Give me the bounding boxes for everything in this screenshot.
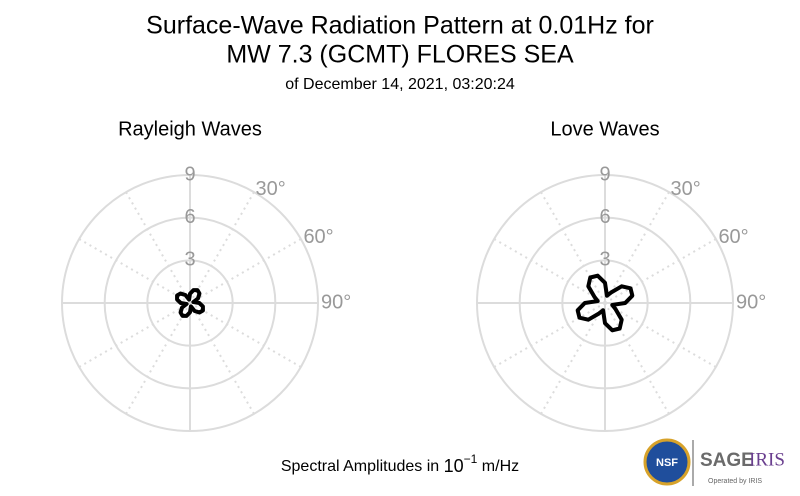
theta-tick-label: 60° [303,226,333,248]
note-prefix: Spectral Amplitudes in [281,458,439,475]
nsf-text: NSF [656,457,678,469]
note-exponent: −1 [464,452,478,466]
grid-circle [476,174,734,432]
theta-tick-label: 30° [256,178,286,200]
r-tick-label: 9 [599,163,610,185]
spoke-line [493,302,606,368]
spoke-line [540,191,606,304]
spoke-line [78,302,191,368]
spoke-line [189,302,255,415]
chart-title: Rayleigh Waves [118,118,262,140]
spoke-line [493,238,606,304]
spoke-line [78,238,191,304]
nsf-logo [643,438,691,486]
theta-tick-label: 60° [718,226,748,248]
spoke-line [604,302,670,415]
r-tick-label: 3 [599,249,610,271]
grid-circle [103,216,277,390]
operated-text: Operated by IRIS [708,478,762,485]
r-tick-label: 3 [184,249,195,271]
polar-chart: Love Waves 3 6 9 30° 60° 90° [476,118,766,432]
theta-tick-label: 90° [736,291,766,313]
spoke-line [125,191,191,304]
note-base: 10 [444,456,464,476]
spoke-line [604,302,717,368]
grid-circle [561,259,649,347]
r-tick-label: 6 [184,206,195,228]
spoke-line [604,191,670,304]
chart-title: Love Waves [550,118,659,140]
spoke-line [604,238,717,304]
polar-chart: Rayleigh Waves 3 6 9 30° 60° 90° [61,118,351,432]
grid-circle [518,216,692,390]
iris-text: IRIS [749,449,785,470]
grid-circle [61,174,319,432]
logos: NSF SAGE IRIS Operated by IRIS [643,438,785,486]
title-line: MW 7.3 (GCMT) FLORES SEA [226,41,574,69]
subtitle: of December 14, 2021, 03:20:24 [285,76,515,93]
title-line: Surface-Wave Radiation Pattern at 0.01Hz… [146,12,654,40]
sage-text: SAGE [700,450,754,471]
r-tick-label: 6 [599,206,610,228]
note-suffix: m/Hz [482,458,519,475]
radiation-pattern [175,288,205,318]
spoke-line [540,302,606,415]
r-tick-label: 9 [184,163,195,185]
radiation-pattern [575,273,635,333]
spoke-line [189,191,255,304]
theta-tick-label: 30° [671,178,701,200]
spoke-line [125,302,191,415]
grid-circle [146,259,234,347]
axis-note: Spectral Amplitudes in 10−1 m/Hz [281,451,519,476]
theta-tick-label: 90° [321,291,351,313]
spoke-line [189,238,302,304]
spoke-line [189,302,302,368]
